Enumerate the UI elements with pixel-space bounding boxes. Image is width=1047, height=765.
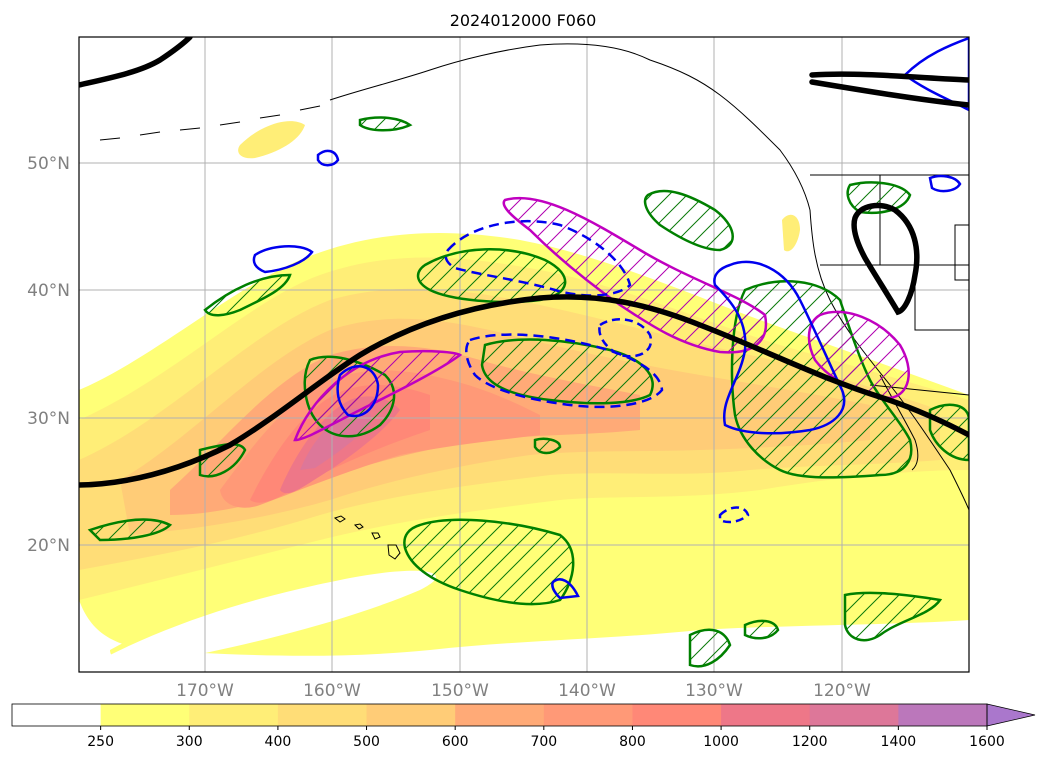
blue-solid-6 — [928, 174, 962, 193]
lon-label-160: 160°W — [303, 681, 361, 701]
lon-label-140: 140°W — [558, 681, 616, 701]
colorbar-tick-labels: 250 300 400 500 600 700 800 1000 1200 1400 1600 — [87, 726, 1005, 750]
blue-dashed-1 — [444, 219, 632, 297]
green-region-3 — [643, 189, 734, 252]
blue-solid-7 — [551, 578, 580, 600]
map-frame — [78, 36, 970, 673]
green-region-5 — [403, 518, 575, 606]
colorbar-swatch — [12, 704, 102, 726]
colorbar-swatch — [809, 704, 899, 726]
colorbar-tick-label: 500 — [353, 734, 380, 750]
green-region-10 — [87, 518, 173, 542]
field-patch-coast — [782, 214, 800, 252]
jet-axis-loop — [851, 202, 920, 316]
lat-label-30: 30°N — [27, 409, 70, 429]
hawaii — [333, 515, 401, 560]
map-panel: 50°N 40°N 30°N 20°N 170°W 160°W 150°W 14… — [27, 36, 970, 701]
colorbar: 250 300 400 500 600 700 800 1000 1200 1400 1600 — [11, 703, 1036, 750]
colorbar-tick-label: 1000 — [703, 734, 739, 750]
colorbar-swatch — [632, 704, 722, 726]
green-region-8 — [843, 591, 943, 642]
colorbar-tick-label: 250 — [87, 734, 114, 750]
blue-contours — [252, 37, 969, 600]
colorbar-tick-label: 1600 — [969, 734, 1005, 750]
coast-aleutians — [99, 105, 321, 141]
green-region-2 — [480, 338, 654, 405]
blue-dashed-2 — [465, 333, 664, 409]
blue-solid-5 — [903, 37, 969, 112]
lon-label-120: 120°W — [813, 681, 871, 701]
magenta-region-1 — [502, 196, 768, 354]
colorbar-tick-label: 800 — [619, 734, 646, 750]
field-hole-south — [109, 570, 436, 665]
latitude-labels: 50°N 40°N 30°N 20°N — [27, 154, 70, 556]
colorbar-swatch — [189, 704, 279, 726]
lon-label-130: 130°W — [685, 681, 743, 701]
blue-solid-1 — [713, 260, 846, 435]
coast-alaska — [329, 43, 811, 211]
green-region-11 — [688, 628, 732, 668]
colorbar-swatch — [366, 704, 456, 726]
coastlines — [99, 43, 969, 560]
state-lines — [820, 175, 969, 331]
lon-label-170: 170°W — [176, 681, 234, 701]
jet-axis-northeast — [809, 71, 969, 108]
colorbar-swatch — [455, 704, 545, 726]
blue-solid-2 — [336, 365, 380, 418]
colorbar-swatch — [721, 704, 811, 726]
colorbar-swatch — [898, 704, 988, 726]
colorbar-swatch — [543, 704, 633, 726]
field-patch-north — [238, 121, 305, 159]
green-region-12 — [358, 116, 413, 132]
colorbar-swatch — [277, 704, 368, 726]
colorbar-tick-label: 300 — [176, 734, 203, 750]
colorbar-tick-label: 1200 — [792, 734, 828, 750]
colorbar-tick-label: 600 — [442, 734, 469, 750]
blue-dashed-4 — [718, 506, 750, 524]
lat-label-20: 20°N — [27, 536, 70, 556]
lat-label-50: 50°N — [27, 154, 70, 174]
blue-solid-4 — [316, 149, 340, 167]
colorbar-swatch — [100, 704, 190, 726]
colorbar-tick-label: 1400 — [881, 734, 917, 750]
jet-axis-main — [79, 294, 969, 488]
colorbar-extend-arrow — [986, 703, 1036, 727]
jet-axis — [79, 37, 969, 488]
green-region-16 — [743, 619, 780, 640]
colorbar-swatches — [12, 704, 988, 726]
colorbar-frame — [11, 703, 988, 727]
colorbar-tick-label: 400 — [265, 734, 292, 750]
colorbar-tick-label: 700 — [530, 734, 557, 750]
blue-solid-3 — [252, 245, 314, 274]
longitude-labels: 170°W 160°W 150°W 140°W 130°W 120°W — [176, 681, 871, 701]
green-region-4 — [730, 280, 913, 479]
green-region-15 — [533, 437, 562, 455]
jet-axis-northwest — [79, 37, 193, 88]
lat-label-40: 40°N — [27, 281, 70, 301]
green-region-7 — [203, 273, 292, 317]
lon-label-150: 150°W — [431, 681, 489, 701]
blue-dashed-3 — [598, 318, 653, 358]
map-title: 2024012000 F060 — [450, 11, 597, 30]
